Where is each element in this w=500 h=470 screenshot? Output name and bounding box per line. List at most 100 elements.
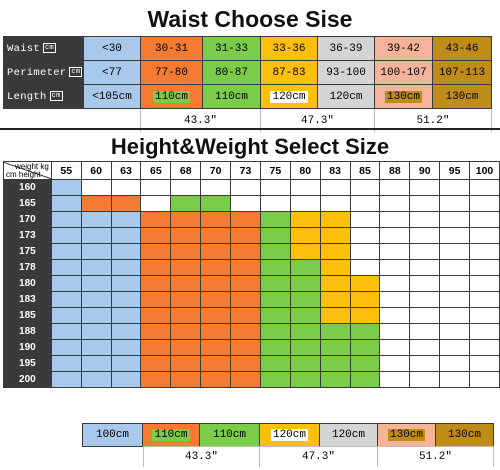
size-cell	[379, 243, 411, 260]
table-cell: 36-39	[317, 36, 375, 61]
size-cell	[409, 243, 441, 260]
size-cell	[379, 355, 411, 372]
size-cell	[80, 227, 112, 244]
size-cell	[469, 211, 500, 228]
bottom-size-cell: 130cm	[435, 423, 494, 447]
size-cell	[80, 195, 112, 212]
bottom-size-cell: 120cm	[259, 423, 320, 447]
table-cell: <30	[83, 36, 141, 61]
size-cell	[170, 291, 202, 308]
weight-header: 88	[379, 161, 411, 180]
size-cell	[50, 371, 82, 388]
size-cell	[200, 179, 232, 196]
size-cell	[379, 227, 411, 244]
inch-row: 43.3" 47.3" 51.2"	[3, 108, 492, 132]
size-cell	[230, 211, 261, 228]
size-cell	[259, 227, 291, 244]
size-cell	[439, 195, 471, 212]
size-cell	[110, 323, 142, 340]
length-highlight: 130cm	[384, 90, 422, 103]
size-cell	[200, 211, 232, 228]
size-cell	[80, 339, 112, 356]
size-cell	[439, 259, 471, 276]
size-cell	[379, 179, 411, 196]
height-label: 200	[3, 371, 52, 388]
size-cell	[469, 291, 500, 308]
weight-header: 63	[110, 161, 142, 180]
corner-weight-label: weight kg	[14, 162, 49, 172]
row-label: Waist cm	[3, 36, 84, 61]
bottom-inch-row: 43.3" 47.3" 51.2"	[143, 446, 494, 467]
unit-tag: cm	[43, 42, 57, 53]
table-cell: 43-46	[432, 36, 492, 61]
size-cell	[439, 275, 471, 292]
size-cell	[289, 195, 321, 212]
size-cell	[349, 243, 381, 260]
size-cell	[349, 307, 381, 324]
size-cell	[170, 323, 202, 340]
size-cell	[349, 339, 381, 356]
size-cell	[230, 307, 261, 324]
bottom-size-cell: 130cm	[377, 423, 436, 447]
size-cell	[319, 243, 351, 260]
size-cell	[349, 259, 381, 276]
size-cell	[140, 195, 172, 212]
size-cell	[259, 323, 291, 340]
inch-label: 51.2"	[374, 108, 492, 132]
size-cell	[469, 195, 500, 212]
size-cell	[230, 339, 261, 356]
size-cell	[110, 227, 142, 244]
size-cell	[409, 371, 441, 388]
size-cell	[110, 307, 142, 324]
size-cell	[259, 307, 291, 324]
inch-label: 51.2"	[377, 446, 494, 467]
size-cell	[379, 211, 411, 228]
size-cell	[469, 355, 500, 372]
row-label: Length cm	[3, 84, 84, 109]
size-cell	[439, 211, 471, 228]
table-cell: 107-113	[432, 60, 492, 85]
size-cell	[230, 291, 261, 308]
size-cell	[170, 355, 202, 372]
size-cell	[170, 179, 202, 196]
size-cell	[469, 307, 500, 324]
size-cell	[230, 243, 261, 260]
size-cell	[259, 339, 291, 356]
size-cell	[469, 259, 500, 276]
size-cell	[230, 259, 261, 276]
waist-table-title: Waist Choose Sise	[147, 6, 353, 32]
size-cell	[409, 211, 441, 228]
height-row: 178	[3, 259, 500, 276]
size-cell	[349, 195, 381, 212]
size-cell	[289, 291, 321, 308]
weight-header: 75	[259, 161, 291, 180]
size-cell	[50, 291, 82, 308]
size-cell	[319, 227, 351, 244]
height-label: 190	[3, 339, 52, 356]
size-cell	[110, 291, 142, 308]
size-cell	[349, 355, 381, 372]
size-cell	[80, 355, 112, 372]
height-label: 183	[3, 291, 52, 308]
size-cell	[200, 195, 232, 212]
row-label-text: Length	[7, 90, 47, 103]
height-label: 170	[3, 211, 52, 228]
size-cell	[349, 227, 381, 244]
bottom-size-cell: 110cm	[199, 423, 260, 447]
inch-label: 47.3"	[259, 446, 378, 467]
size-cell	[469, 275, 500, 292]
size-cell	[289, 371, 321, 388]
size-cell	[379, 323, 411, 340]
size-cell	[50, 195, 82, 212]
size-cell	[140, 307, 172, 324]
weight-header: 100	[469, 161, 500, 180]
size-cell	[200, 291, 232, 308]
table-cell: 33-36	[260, 36, 318, 61]
size-cell	[259, 179, 291, 196]
size-cell	[110, 259, 142, 276]
weight-header: 68	[170, 161, 202, 180]
size-cell	[349, 275, 381, 292]
size-cell	[170, 259, 202, 276]
table-cell: 77-80	[140, 60, 203, 85]
size-cell	[80, 307, 112, 324]
